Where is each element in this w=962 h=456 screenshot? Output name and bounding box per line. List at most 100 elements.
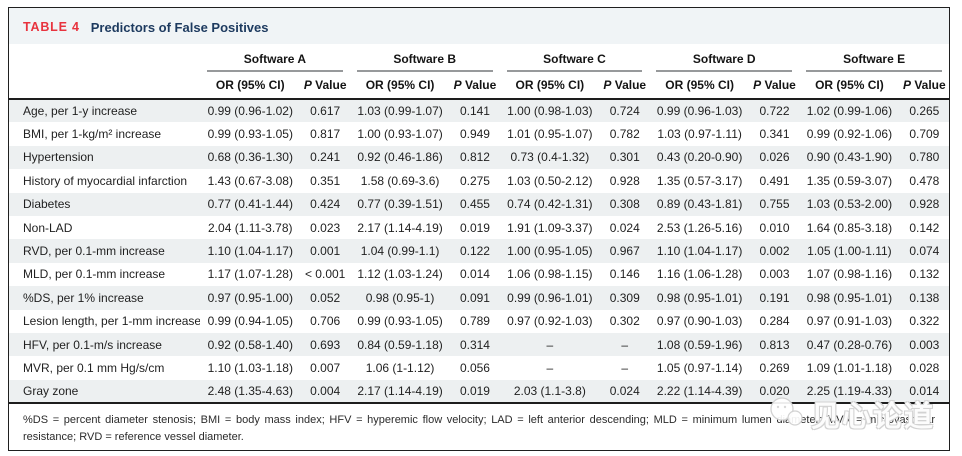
or-ci-cell: 1.10 (1.03-1.18) bbox=[207, 360, 293, 375]
p-value-cell: < 0.001 bbox=[304, 267, 346, 282]
p-value-cell: 0.706 bbox=[310, 314, 341, 329]
or-ci-cell: 0.99 (0.96-1.03) bbox=[649, 99, 750, 123]
row-label: RVD, per 0.1-mm increase bbox=[9, 239, 200, 263]
row-label: MVR, per 0.1 mm Hg/s/cm bbox=[23, 360, 165, 375]
or-ci-cell: 0.90 (0.43-1.90) bbox=[799, 145, 900, 170]
p-value-cell: 0.091 bbox=[450, 286, 500, 310]
row-label: MLD, per 0.1-mm increase bbox=[23, 267, 166, 282]
p-value-cell: 0.024 bbox=[609, 220, 640, 235]
or-ci-cell: 0.77 (0.39-1.51) bbox=[349, 192, 451, 216]
group-label: Software D bbox=[656, 52, 793, 72]
group-header-software-e: Software E bbox=[799, 44, 949, 72]
or-ci-cell: 2.17 (1.14-4.19) bbox=[357, 220, 443, 235]
p-value-cell: 0.491 bbox=[759, 173, 790, 188]
or-ci-cell: 0.73 (0.4-1.32) bbox=[499, 145, 601, 170]
or-ci-cell: 0.47 (0.28-0.76) bbox=[799, 332, 900, 357]
row-label: History of myocardial infarction bbox=[23, 173, 188, 188]
p-value-cell: 0.722 bbox=[749, 99, 800, 123]
p-value-cell: 0.928 bbox=[899, 192, 949, 216]
table-row: Lesion length, per 1-mm increase 0.99 (0.… bbox=[9, 310, 949, 333]
or-ci-cell: 1.03 (0.50-2.12) bbox=[507, 173, 593, 188]
or-ci-cell: 1.05 (0.97-1.14) bbox=[656, 360, 743, 375]
p-value-cell: 0.026 bbox=[749, 145, 800, 170]
p-value-cell: 0.789 bbox=[459, 314, 490, 329]
or-ci-cell: 1.09 (1.01-1.18) bbox=[806, 360, 893, 375]
or-ci-cell: 1.00 (0.98-1.03) bbox=[499, 99, 601, 123]
or-ci-cell: 2.04 (1.11-3.78) bbox=[208, 220, 293, 235]
table-footnote: %DS = percent diameter stenosis; BMI = b… bbox=[9, 402, 949, 450]
or-ci-cell: 0.68 (0.36-1.30) bbox=[200, 145, 301, 170]
or-ci-cell: – bbox=[546, 360, 554, 375]
or-ci-cell: 0.98 (0.95-1.01) bbox=[649, 286, 750, 310]
group-header-software-d: Software D bbox=[649, 44, 799, 72]
p-value-cell: 0.351 bbox=[310, 173, 341, 188]
p-value-cell: 0.309 bbox=[600, 286, 650, 310]
p-value-cell: 0.967 bbox=[600, 239, 650, 263]
or-ci-cell: 0.84 (0.59-1.18) bbox=[349, 332, 451, 357]
p-value-cell: 0.269 bbox=[759, 360, 790, 375]
col-header-pvalue: P Value bbox=[749, 72, 800, 100]
p-value-cell: 0.693 bbox=[300, 332, 350, 357]
or-ci-cell: 0.89 (0.43-1.81) bbox=[649, 192, 750, 216]
p-value-cell: 0.302 bbox=[609, 314, 640, 329]
p-value-cell: 0.010 bbox=[759, 220, 790, 235]
col-header-pvalue: P Value bbox=[600, 72, 650, 100]
table-row: Age, per 1-y increase 0.99 (0.96-1.02) 0.6… bbox=[9, 99, 949, 123]
table-row: History of myocardial infarction 1.43 (0.… bbox=[9, 169, 949, 192]
or-ci-cell: 0.74 (0.42-1.31) bbox=[499, 192, 601, 216]
group-label: Software E bbox=[806, 52, 942, 72]
or-ci-cell: 1.06 (0.98-1.15) bbox=[507, 267, 593, 282]
row-label: Gray zone bbox=[9, 379, 200, 404]
or-ci-cell: 2.53 (1.26-5.16) bbox=[656, 220, 743, 235]
p-value-cell: 0.455 bbox=[450, 192, 500, 216]
or-ci-cell: 0.97 (0.90-1.03) bbox=[656, 314, 743, 329]
table-row: RVD, per 0.1-mm increase 1.10 (1.04-1.17)… bbox=[9, 239, 949, 263]
p-value-cell: 0.052 bbox=[300, 286, 350, 310]
p-value-cell: 0.122 bbox=[450, 239, 500, 263]
p-value-cell: 0.138 bbox=[899, 286, 949, 310]
p-value-cell: 0.003 bbox=[899, 332, 949, 357]
p-value-cell: 0.755 bbox=[749, 192, 800, 216]
col-header-pvalue: P Value bbox=[450, 72, 500, 100]
p-value-cell: 0.782 bbox=[609, 127, 640, 142]
sub-header-row: OR (95% CI) P Value OR (95% CI) P Value … bbox=[9, 72, 949, 100]
or-ci-cell: 2.03 (1.1-3.8) bbox=[499, 379, 601, 404]
p-value-cell: 0.241 bbox=[300, 145, 350, 170]
p-value-cell: 0.341 bbox=[759, 127, 790, 142]
or-ci-cell: 1.35 (0.57-3.17) bbox=[656, 173, 743, 188]
or-ci-cell: 0.92 (0.46-1.86) bbox=[349, 145, 451, 170]
row-label: Age, per 1-y increase bbox=[9, 99, 200, 123]
group-label: Software A bbox=[207, 52, 343, 72]
col-header-or: OR (95% CI) bbox=[200, 72, 301, 100]
p-value-cell: 0.724 bbox=[600, 99, 650, 123]
row-label: BMI, per 1-kg/m² increase bbox=[23, 127, 162, 142]
or-ci-cell: 0.92 (0.58-1.40) bbox=[200, 332, 301, 357]
group-header-software-b: Software B bbox=[350, 44, 500, 72]
or-ci-cell: 2.17 (1.14-4.19) bbox=[349, 379, 451, 404]
or-ci-cell: 1.12 (1.03-1.24) bbox=[357, 267, 443, 282]
row-label: Non-LAD bbox=[23, 220, 73, 235]
or-ci-cell: 1.03 (0.99-1.07) bbox=[349, 99, 451, 123]
p-value-cell: 0.949 bbox=[459, 127, 490, 142]
p-value-cell: 0.142 bbox=[909, 220, 940, 235]
table-title-bar: TABLE 4 Predictors of False Positives bbox=[9, 8, 949, 44]
table-card: TABLE 4 Predictors of False Positives So… bbox=[8, 7, 950, 451]
table-row: BMI, per 1-kg/m² increase 0.99 (0.93-1.05… bbox=[9, 122, 949, 145]
p-value-cell: 0.780 bbox=[899, 145, 949, 170]
or-ci-cell: – bbox=[499, 332, 601, 357]
or-ci-cell: 0.97 (0.95-1.00) bbox=[200, 286, 301, 310]
p-value-cell: 0.617 bbox=[300, 99, 350, 123]
or-ci-cell: 1.00 (0.93-1.07) bbox=[357, 127, 443, 142]
group-header-software-c: Software C bbox=[500, 44, 650, 72]
p-value-cell: 0.074 bbox=[899, 239, 949, 263]
p-value-cell: 0.478 bbox=[909, 173, 940, 188]
empty-corner-cell bbox=[9, 44, 200, 72]
p-value-cell: 0.007 bbox=[310, 360, 341, 375]
p-value-cell: 0.314 bbox=[450, 332, 500, 357]
or-ci-cell: 0.97 (0.92-1.03) bbox=[507, 314, 593, 329]
or-ci-cell: 0.99 (0.93-1.05) bbox=[357, 314, 443, 329]
col-header-or: OR (95% CI) bbox=[799, 72, 900, 100]
or-ci-cell: 1.04 (0.99-1.1) bbox=[349, 239, 451, 263]
table-row: Gray zone 2.48 (1.35-4.63) 0.004 2.17 (1.14… bbox=[9, 379, 949, 404]
